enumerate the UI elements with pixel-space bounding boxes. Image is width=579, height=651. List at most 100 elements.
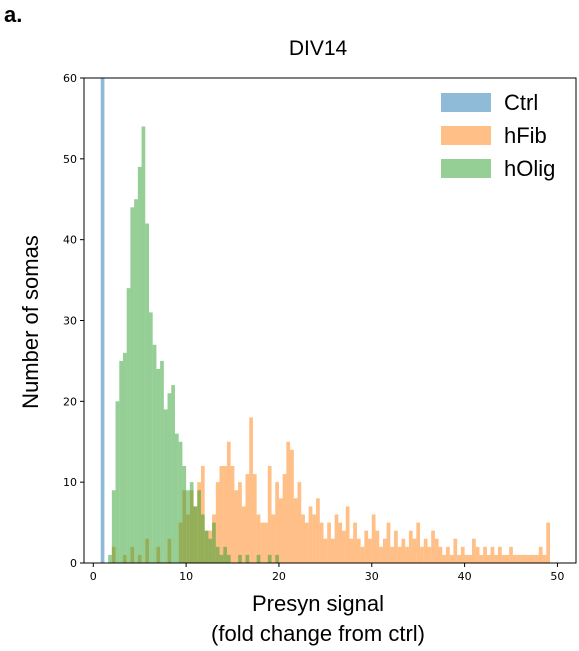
legend-swatch-holig [441,159,491,178]
histogram-bar [349,538,354,563]
histogram-bar [479,554,484,563]
histogram-bar [286,441,291,563]
y-tick-label: 30 [63,315,77,328]
x-tick-label: 30 [365,570,379,583]
histogram-bar [505,554,510,563]
histogram-bar [460,546,465,563]
histogram-bar [453,538,458,563]
histogram-bar [100,78,105,563]
y-tick-label: 20 [63,395,77,408]
histogram-bar [152,344,157,563]
histogram-bar [193,506,198,563]
y-tick-label: 0 [70,557,77,570]
histogram-bar [312,514,317,563]
histogram-bar [457,554,461,563]
histogram-bar [394,530,398,563]
histogram-bar [379,546,383,563]
histogram-bar [223,546,227,563]
legend-label-ctrl: Ctrl [504,90,538,115]
histogram-bar [509,546,513,563]
legend-swatch-ctrl [441,93,491,112]
histogram-bar [412,538,417,563]
histogram-bar [301,514,305,563]
histogram-bar [434,538,439,563]
series-holig [108,126,279,564]
histogram-bar [197,490,201,563]
histogram-bar [226,554,231,563]
histogram-bar [356,538,361,563]
histogram-bar [148,312,153,563]
x-tick-label: 50 [550,570,564,583]
histogram-bar [323,538,328,563]
histogram-bar [468,554,473,563]
x-tick-label: 0 [90,570,97,583]
histogram-bar [319,522,324,563]
x-axis-title-line2: (fold change from ctrl) [211,621,425,646]
histogram-bar [167,393,172,563]
histogram-bar [141,126,146,563]
histogram-bar [408,530,413,563]
histogram-bar [304,522,309,563]
histogram-bar [431,530,435,563]
histogram-bar [238,554,242,563]
histogram-bar [245,554,250,563]
y-tick-label: 50 [63,153,77,166]
histogram-bar [156,369,161,563]
x-axis-title-line1: Presyn signal [252,591,384,616]
histogram-bar [501,554,506,563]
histogram-bar [186,490,190,563]
axes: 0 10 20 30 40 50 0 10 20 30 40 50 60 [63,72,577,583]
histogram-bar [531,554,536,563]
histogram-bar [174,433,179,563]
histogram-bar [316,498,320,563]
y-tick-label: 40 [63,234,77,247]
histogram-bar [119,360,123,563]
histogram-bar [490,546,495,563]
histogram-bar [512,554,517,563]
histogram-bar [330,538,335,563]
histogram-bar [342,530,346,563]
histogram-bar [498,546,502,563]
histogram-bar [137,166,142,563]
histogram-bar [386,522,391,563]
histogram-bar [115,401,120,563]
histogram-bar [423,538,428,563]
chart-title: DIV14 [289,37,348,60]
histogram-bar [535,554,539,563]
histogram-bar [145,223,149,563]
histogram-bar [542,554,547,563]
histogram-bar [208,538,213,563]
histogram-bar [278,498,283,563]
histogram-bar [200,514,205,563]
histogram-bar [256,514,261,563]
histogram-bar [375,530,380,563]
histogram-bar [475,546,480,563]
histogram-bar [405,546,409,563]
histogram-bar [267,466,272,563]
histogram-bar [122,352,127,563]
histogram-bar [438,546,443,563]
histogram-bar [371,514,376,563]
histogram-bar [338,522,343,563]
histogram-bar [189,482,194,563]
histogram-bar [353,522,357,563]
histogram-bar [308,506,313,563]
histogram-bar [483,546,487,563]
legend-label-hfib: hFib [504,123,547,148]
histogram-bar [171,385,175,563]
histogram-bar [464,554,469,563]
histogram-bar [368,538,372,563]
histogram-bar [260,522,265,563]
histogram-bar [234,490,239,563]
histogram-bar [215,482,220,563]
histogram-bar [427,546,432,563]
histogram-bar [204,530,209,563]
histogram-bar [252,474,257,563]
x-tick-label: 20 [272,570,286,583]
histogram-bar [230,466,235,563]
histogram-bar [546,522,551,563]
histogram-bar [111,490,116,563]
histogram-bar [416,522,421,563]
histogram-bar [334,514,339,563]
histogram-bar [290,449,294,563]
